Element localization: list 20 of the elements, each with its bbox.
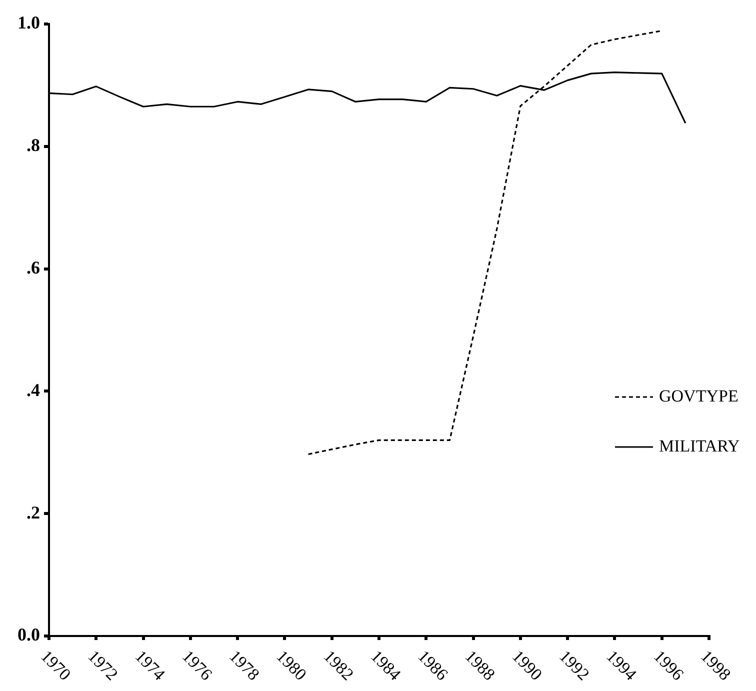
legend-label: GOVTYPE bbox=[659, 386, 738, 406]
x-tick-label: 1988 bbox=[461, 646, 499, 684]
x-tick-label: 1978 bbox=[226, 646, 264, 684]
y-tick-label: .4 bbox=[26, 380, 40, 400]
y-tick-label: 0.0 bbox=[18, 624, 40, 645]
y-tick-label: .2 bbox=[26, 502, 40, 522]
x-tick-label: 1990 bbox=[508, 646, 546, 684]
y-tick-label: .6 bbox=[26, 257, 40, 278]
x-tick-label: 1984 bbox=[367, 646, 405, 684]
y-tick-label: .8 bbox=[26, 135, 40, 156]
x-tick-label: 1986 bbox=[414, 646, 452, 684]
x-tick-label: 1998 bbox=[697, 646, 734, 684]
x-tick-label: 1976 bbox=[178, 646, 216, 684]
legend-label: MILITARY bbox=[659, 436, 740, 456]
y-tick-label: 1.0 bbox=[18, 12, 40, 33]
x-tick-label: 1996 bbox=[650, 646, 688, 684]
x-tick-label: 1970 bbox=[37, 646, 74, 684]
x-tick-label: 1974 bbox=[131, 646, 170, 684]
x-tick-label: 1980 bbox=[272, 646, 310, 684]
x-tick-label: 1994 bbox=[602, 646, 641, 684]
